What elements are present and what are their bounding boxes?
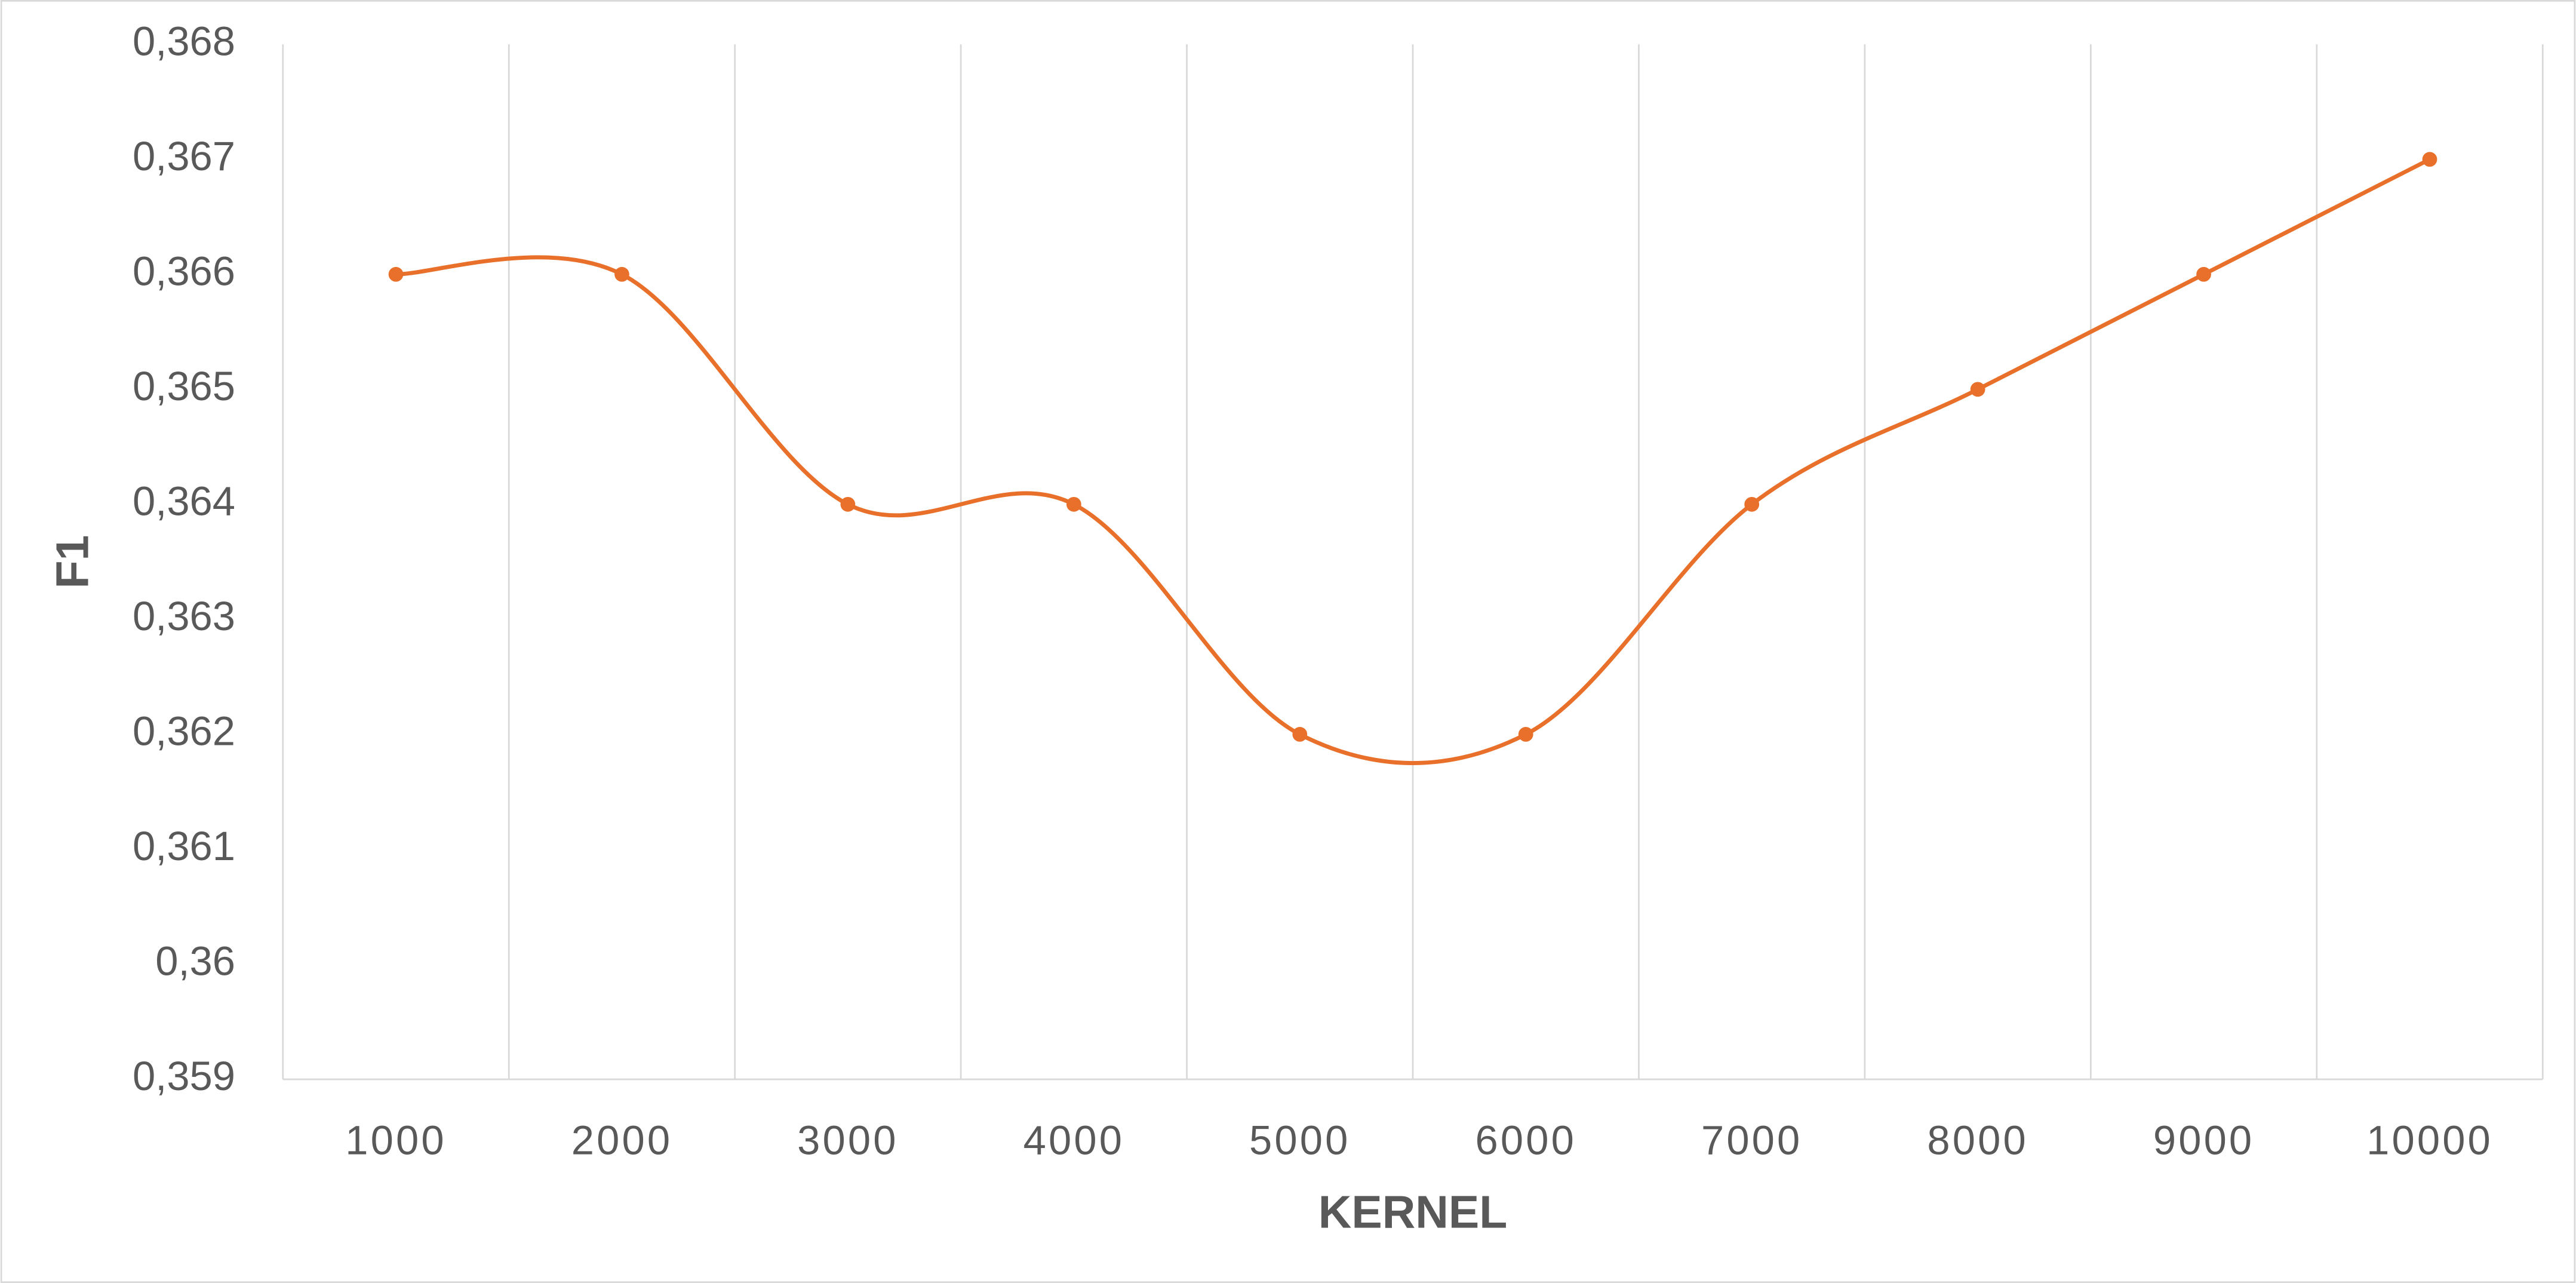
data-point — [1066, 496, 1081, 512]
x-tick-label: 2000 — [571, 1117, 672, 1163]
x-tick-label: 4000 — [1023, 1117, 1124, 1163]
data-point — [614, 266, 629, 282]
data-point — [1292, 727, 1308, 742]
data-point — [2196, 266, 2211, 282]
y-tick-label: 0,367 — [133, 133, 235, 179]
y-tick-label: 0,366 — [133, 248, 235, 294]
y-axis-title: F1 — [47, 535, 99, 589]
x-tick-label: 8000 — [1927, 1117, 2028, 1163]
x-axis-title: KERNEL — [1318, 1187, 1508, 1238]
y-tick-label: 0,362 — [133, 708, 235, 754]
x-tick-label: 9000 — [2153, 1117, 2254, 1163]
y-tick-label: 0,36 — [155, 938, 235, 984]
data-point — [840, 496, 856, 512]
x-tick-label: 5000 — [1249, 1117, 1350, 1163]
series-line — [396, 157, 2431, 765]
y-tick-label: 0,363 — [133, 593, 235, 639]
data-point — [2422, 152, 2437, 167]
x-tick-label: 6000 — [1475, 1117, 1576, 1163]
x-tick-label: 1000 — [345, 1117, 446, 1163]
y-tick-label: 0,365 — [133, 363, 235, 409]
x-tick-label: 3000 — [797, 1117, 898, 1163]
data-point — [1518, 727, 1533, 742]
data-point — [1744, 496, 1760, 512]
data-point — [388, 266, 404, 282]
x-tick-label: 10000 — [2366, 1117, 2493, 1163]
y-tick-label: 0,364 — [133, 478, 235, 524]
data-point — [1970, 382, 1985, 397]
x-tick-label: 7000 — [1701, 1117, 1802, 1163]
y-tick-label: 0,359 — [133, 1053, 235, 1099]
y-tick-label: 0,361 — [133, 823, 235, 869]
y-tick-label: 0,368 — [133, 18, 235, 64]
